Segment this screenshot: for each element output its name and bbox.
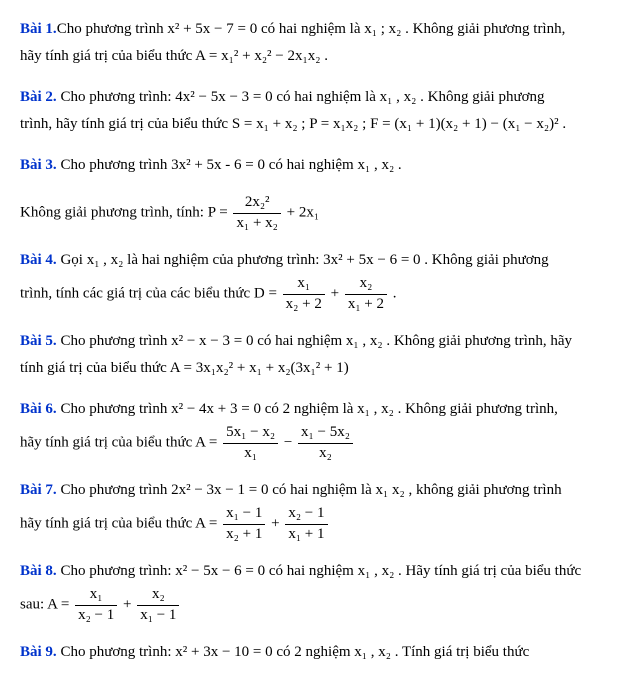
- problem-4-frac2: x₂ x₁ + 2: [345, 274, 387, 314]
- problem-2-line1: Cho phương trình: 4x² − 5x − 3 = 0 có ha…: [60, 89, 544, 105]
- problem-5-label: Bài 5.: [20, 333, 57, 349]
- problem-8-line2: sau: A =: [20, 596, 73, 612]
- problem-3: Bài 3. Cho phương trình 3x² + 5x - 6 = 0…: [20, 152, 623, 233]
- problem-6-line2: hãy tính giá trị của biểu thức A =: [20, 434, 221, 450]
- problem-9: Bài 9. Cho phương trình: x² + 3x − 10 = …: [20, 639, 623, 666]
- problem-4-label: Bài 4.: [20, 252, 57, 268]
- problem-8: Bài 8. Cho phương trình: x² − 5x − 6 = 0…: [20, 558, 623, 625]
- problem-5-line2: tính giá trị của biểu thức A = 3x₁x₂² + …: [20, 360, 349, 376]
- problem-1-label: Bài 1.: [20, 21, 57, 37]
- problem-6: Bài 6. Cho phương trình x² − 4x + 3 = 0 …: [20, 396, 623, 463]
- problem-7-frac1: x₁ − 1 x₂ + 1: [223, 504, 265, 544]
- problem-3-line2: Không giải phương trình, tính: P =: [20, 204, 231, 220]
- problem-6-line1: Cho phương trình x² − 4x + 3 = 0 có 2 ng…: [60, 401, 557, 417]
- problem-9-label: Bài 9.: [20, 644, 57, 660]
- problem-7-frac2: x₂ − 1 x₁ + 1: [285, 504, 327, 544]
- problem-1: Bài 1.Cho phương trình x² + 5x − 7 = 0 c…: [20, 16, 623, 70]
- problem-3-line1: Cho phương trình 3x² + 5x - 6 = 0 có hai…: [60, 157, 401, 173]
- problem-8-label: Bài 8.: [20, 563, 57, 579]
- problem-9-line1: Cho phương trình: x² + 3x − 10 = 0 có 2 …: [60, 644, 529, 660]
- problem-2-line2: trình, hãy tính giá trị của biểu thức S …: [20, 116, 566, 132]
- problem-2-label: Bài 2.: [20, 89, 57, 105]
- problem-7: Bài 7. Cho phương trình 2x² − 3x − 1 = 0…: [20, 477, 623, 544]
- problem-1-line1: Cho phương trình x² + 5x − 7 = 0 có hai …: [57, 21, 566, 37]
- problem-7-line2: hãy tính giá trị của biểu thức A =: [20, 515, 221, 531]
- problem-5-line1: Cho phương trình x² − x − 3 = 0 có hai n…: [60, 333, 572, 349]
- problem-6-label: Bài 6.: [20, 401, 57, 417]
- problem-6-frac2: x₁ − 5x₂ x₂: [298, 423, 353, 463]
- problem-3-frac: 2x₂² x₁ + x₂: [233, 193, 280, 233]
- problem-6-frac1: 5x₁ − x₂ x₁: [223, 423, 278, 463]
- problem-3-label: Bài 3.: [20, 157, 57, 173]
- problem-4-line1: Gọi x₁ , x₂ là hai nghiệm của phương trì…: [60, 252, 548, 268]
- problem-5: Bài 5. Cho phương trình x² − x − 3 = 0 c…: [20, 328, 623, 382]
- problem-2: Bài 2. Cho phương trình: 4x² − 5x − 3 = …: [20, 84, 623, 138]
- problem-8-frac1: x₁ x₂ − 1: [75, 585, 117, 625]
- problem-8-line1: Cho phương trình: x² − 5x − 6 = 0 có hai…: [60, 563, 581, 579]
- problem-4-frac1: x₁ x₂ + 2: [283, 274, 325, 314]
- problem-4: Bài 4. Gọi x₁ , x₂ là hai nghiệm của phư…: [20, 247, 623, 314]
- problem-4-line2: trình, tính các giá trị của các biểu thứ…: [20, 285, 281, 301]
- problem-3-after: + 2x₁: [287, 204, 319, 220]
- problem-1-line2: hãy tính giá trị của biểu thức A = x₁² +…: [20, 48, 328, 64]
- problem-7-label: Bài 7.: [20, 482, 57, 498]
- problem-7-line1: Cho phương trình 2x² − 3x − 1 = 0 có hai…: [60, 482, 561, 498]
- problem-8-frac2: x₂ x₁ − 1: [137, 585, 179, 625]
